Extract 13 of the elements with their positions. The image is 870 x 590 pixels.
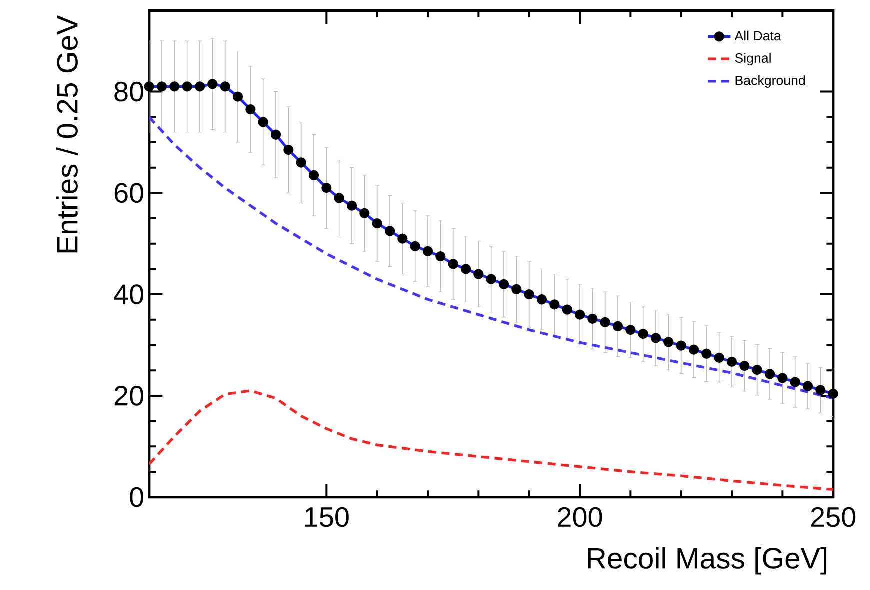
y-tick-label: 80: [114, 82, 144, 102]
y-tick-label: 20: [114, 386, 144, 406]
y-tick-label: 0: [130, 487, 144, 508]
x-axis-title: Recoil Mass [GeV]: [588, 547, 826, 575]
x-tick-label: 150: [305, 507, 349, 528]
legend-label: Background: [736, 76, 806, 88]
y-tick-label: 60: [114, 183, 144, 204]
y-axis-title: Entries / 0.25 GeV: [56, 16, 78, 253]
legend-label: All Data: [734, 30, 782, 41]
x-tick-label: 200: [558, 507, 602, 528]
legend-label: Signal: [735, 53, 771, 66]
x-tick-label: 250: [811, 507, 856, 528]
y-tick-label: 40: [114, 284, 144, 304]
